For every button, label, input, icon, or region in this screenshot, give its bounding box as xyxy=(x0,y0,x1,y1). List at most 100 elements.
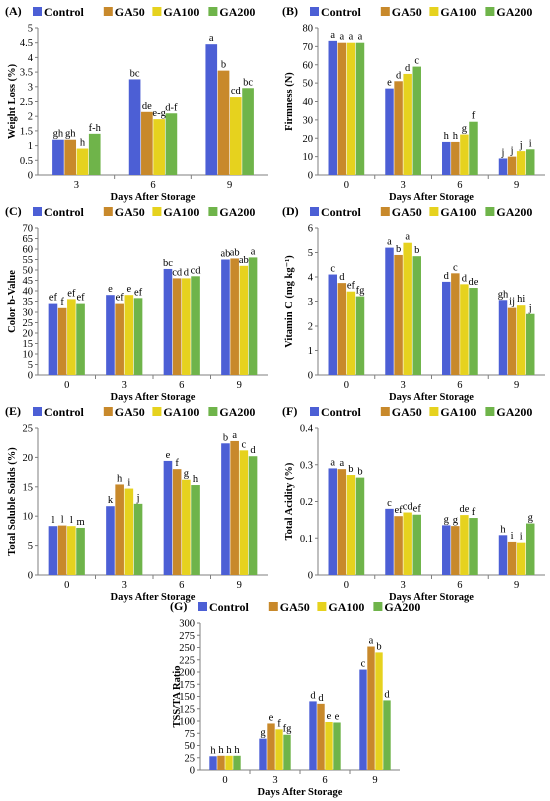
y-tick-label: 5 xyxy=(308,248,313,259)
significance-letter: l xyxy=(51,515,54,526)
significance-letter: bc xyxy=(163,258,173,269)
y-tick-label: 150 xyxy=(179,692,195,703)
y-tick-label: 275 xyxy=(179,631,195,642)
y-tick-label: 15 xyxy=(23,339,34,350)
y-tick-label: 35 xyxy=(23,297,34,308)
x-tick-label: 6 xyxy=(457,380,462,391)
x-tick-label: 0 xyxy=(344,580,349,591)
x-axis-title: Days After Storage xyxy=(389,392,474,403)
bar xyxy=(412,256,421,375)
bar xyxy=(394,516,403,575)
y-tick-label: 55 xyxy=(23,255,34,266)
bar xyxy=(451,526,460,575)
legend-label: GA50 xyxy=(115,5,145,19)
legend-label: GA50 xyxy=(392,5,422,19)
y-tick-label: 3 xyxy=(28,82,33,93)
significance-letter: fg xyxy=(283,724,292,735)
significance-letter: d xyxy=(444,271,450,282)
significance-letter: g xyxy=(260,728,266,739)
legend-swatch xyxy=(380,207,390,216)
y-tick-label: 80 xyxy=(303,24,314,35)
y-tick-label: 4 xyxy=(308,273,314,284)
x-tick-label: 3 xyxy=(122,580,127,591)
significance-letter: d xyxy=(310,690,316,701)
legend-swatch xyxy=(33,7,42,16)
y-tick-label: 10 xyxy=(23,512,34,523)
legend-swatch xyxy=(152,207,162,216)
bar xyxy=(346,291,356,375)
legend-label: GA50 xyxy=(392,405,422,419)
significance-letter: ef xyxy=(49,293,58,304)
significance-letter: i xyxy=(511,531,514,542)
bar xyxy=(526,523,535,575)
significance-letter: c xyxy=(330,264,335,275)
x-tick-label: 9 xyxy=(514,580,519,591)
y-tick-label: 60 xyxy=(303,60,314,71)
bar xyxy=(367,646,375,770)
significance-letter: j xyxy=(510,146,514,157)
chart-panel-5: (E) Control GA50 GA100 GA200 0 5 10 15 20 25 Total … xyxy=(5,404,268,603)
x-axis-title: Days After Storage xyxy=(111,592,196,603)
bar xyxy=(248,257,258,375)
y-axis-title: TSS/TA Ratio xyxy=(172,666,183,728)
x-tick-label: 6 xyxy=(179,380,184,391)
bar xyxy=(451,141,460,175)
legend-label: GA200 xyxy=(496,405,532,419)
bar xyxy=(115,484,124,575)
bar xyxy=(346,42,356,176)
x-tick-label: 6 xyxy=(457,580,462,591)
bar xyxy=(124,488,134,575)
bar xyxy=(516,542,526,575)
bar xyxy=(76,303,85,375)
significance-letter: ef xyxy=(134,287,143,298)
legend-swatch xyxy=(310,207,319,216)
significance-letter: d xyxy=(384,689,390,700)
significance-letter: f xyxy=(175,458,179,469)
bar xyxy=(48,303,58,375)
bar xyxy=(57,525,67,575)
significance-letter: bc xyxy=(130,68,140,79)
significance-letter: a xyxy=(387,237,392,248)
significance-letter: d-f xyxy=(165,102,178,113)
y-tick-label: 60 xyxy=(23,245,34,256)
significance-letter: b xyxy=(357,467,362,478)
legend-label: GA100 xyxy=(440,205,476,219)
bar xyxy=(239,265,249,375)
significance-letter: g xyxy=(462,124,468,135)
significance-letter: c xyxy=(361,659,366,670)
significance-letter: e-g xyxy=(152,108,166,119)
y-tick-label: 5 xyxy=(28,541,33,552)
bar xyxy=(48,526,58,575)
bar xyxy=(230,440,239,575)
bar xyxy=(346,475,356,575)
x-tick-label: 6 xyxy=(150,180,155,191)
bar xyxy=(106,506,115,575)
legend-swatch xyxy=(208,207,218,216)
panel-label: (C) xyxy=(5,204,22,218)
significance-letter: d xyxy=(339,272,345,283)
significance-letter: f xyxy=(277,718,281,729)
x-tick-label: 0 xyxy=(64,580,69,591)
x-tick-label: 3 xyxy=(272,775,277,786)
legend-swatch xyxy=(429,7,439,16)
x-tick-label: 3 xyxy=(401,380,406,391)
bar xyxy=(355,477,365,575)
significance-letter: c xyxy=(453,262,458,273)
y-tick-label: 200 xyxy=(179,668,195,679)
chart-panel-1: (A) Control GA50 GA100 GA200 0 0.5 1 1.5 2 2.5 3 3.5… xyxy=(5,4,268,203)
bar xyxy=(355,296,365,375)
significance-letter: cd xyxy=(191,265,202,276)
panel-label: (D) xyxy=(282,204,299,218)
y-axis-title: Vitamin C (mg kg⁻¹) xyxy=(284,255,295,348)
legend-label: Control xyxy=(44,5,84,19)
y-axis-title: Weight Loss (%) xyxy=(7,63,18,139)
y-tick-label: 0 xyxy=(190,766,195,777)
chart-panel-3: (C) Control GA50 GA100 GA2000510152025303540… xyxy=(5,204,268,403)
bar xyxy=(221,259,230,375)
y-tick-label: 5 xyxy=(28,24,33,35)
y-axis-title: Total Soluble Solids (%) xyxy=(7,447,18,556)
bar xyxy=(507,156,517,175)
legend-label: GA200 xyxy=(219,5,255,19)
legend-swatch xyxy=(152,7,162,16)
y-tick-label: 25 xyxy=(185,753,196,764)
